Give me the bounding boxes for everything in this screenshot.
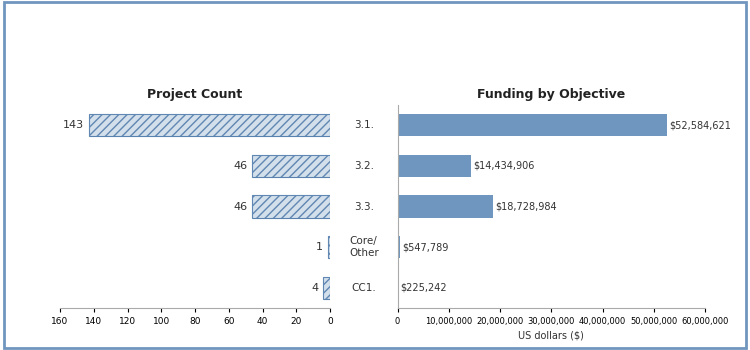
Text: 46: 46 — [233, 202, 248, 211]
X-axis label: US dollars ($): US dollars ($) — [518, 330, 584, 340]
Text: Total Funding: $86,521,542: Total Funding: $86,521,542 — [279, 54, 471, 67]
Text: 143: 143 — [62, 120, 84, 130]
Text: 3.3.: 3.3. — [354, 202, 374, 211]
Text: 3.1.: 3.1. — [354, 120, 374, 130]
Bar — [328, 236, 330, 258]
Title: Funding by Objective: Funding by Objective — [477, 88, 626, 101]
Bar — [328, 236, 330, 258]
Bar — [323, 276, 330, 299]
Text: $52,584,621: $52,584,621 — [669, 120, 731, 130]
Text: 4: 4 — [311, 283, 318, 293]
Text: 46: 46 — [233, 161, 248, 171]
Text: 2016: 2016 — [352, 8, 398, 26]
Bar — [252, 155, 330, 177]
Text: Core/
Other: Core/ Other — [349, 236, 379, 258]
Title: Project Count: Project Count — [147, 88, 243, 101]
Bar — [398, 276, 399, 299]
Bar — [398, 236, 400, 258]
Text: 1: 1 — [316, 242, 323, 252]
Bar — [398, 114, 667, 136]
Bar — [252, 195, 330, 218]
Text: Number of Projects: 240: Number of Projects: 240 — [290, 76, 460, 89]
Text: 3.2.: 3.2. — [354, 161, 374, 171]
Text: $14,434,906: $14,434,906 — [473, 161, 535, 171]
Bar — [323, 276, 330, 299]
Text: $18,728,984: $18,728,984 — [496, 202, 557, 211]
Text: $225,242: $225,242 — [400, 283, 447, 293]
Text: Question 3 - Risk Factors: Question 3 - Risk Factors — [287, 33, 463, 46]
Bar — [252, 195, 330, 218]
Text: $547,789: $547,789 — [402, 242, 448, 252]
Bar — [88, 114, 330, 136]
Bar — [398, 195, 494, 218]
Bar — [252, 155, 330, 177]
Text: CC1.: CC1. — [351, 283, 376, 293]
Bar — [398, 155, 472, 177]
Bar — [88, 114, 330, 136]
